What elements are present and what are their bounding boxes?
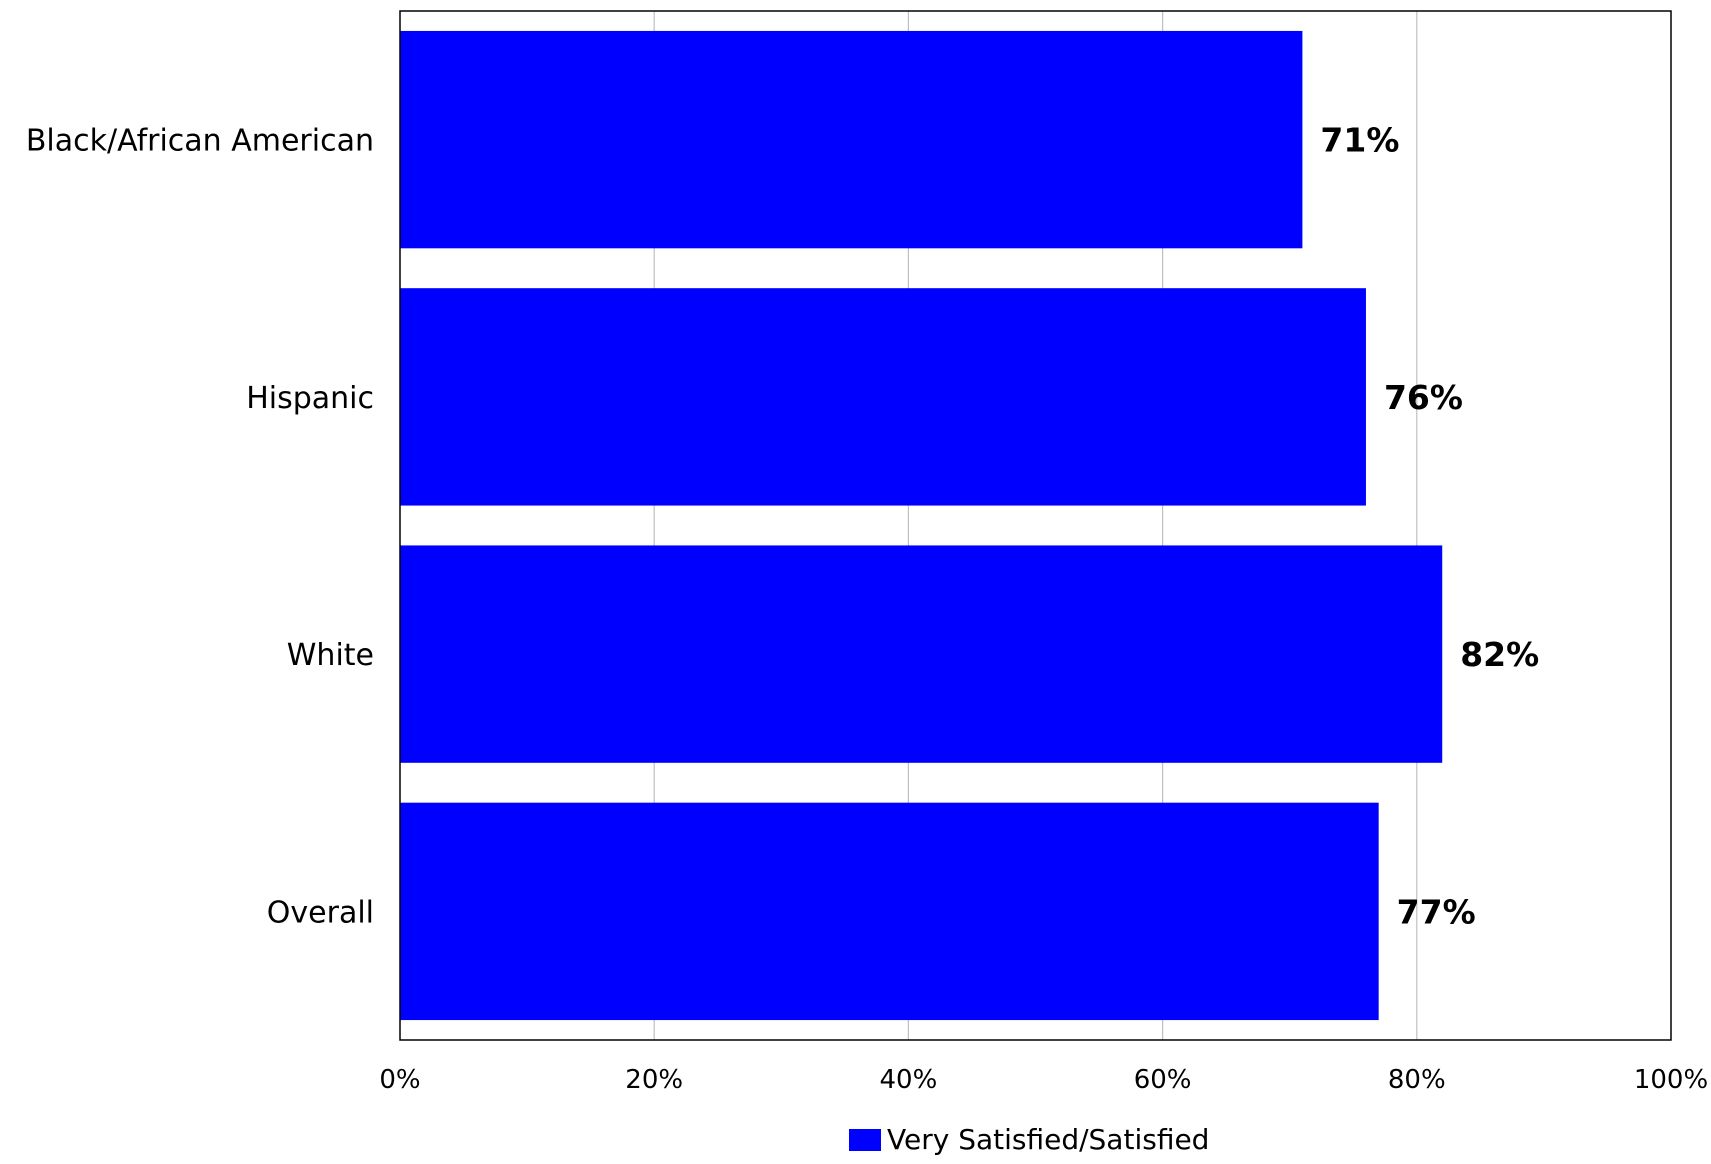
bar — [400, 802, 1379, 1021]
x-tick-label: 40% — [880, 1065, 938, 1095]
data-label: 77% — [1397, 892, 1476, 931]
bar — [400, 288, 1366, 506]
x-tick-label: 0% — [379, 1065, 420, 1095]
x-tick-label: 60% — [1134, 1065, 1192, 1095]
legend-label: Very Satisfied/Satisfied — [887, 1123, 1209, 1156]
data-label: 82% — [1460, 635, 1539, 674]
x-tick-label: 100% — [1634, 1065, 1708, 1095]
category-label: Hispanic — [246, 381, 374, 416]
bar — [400, 545, 1443, 763]
data-label: 76% — [1384, 378, 1463, 417]
data-label: 71% — [1320, 121, 1399, 160]
legend-swatch — [849, 1129, 881, 1151]
x-axis-tick-labels: 0% 20% 40% 60% 80% 100% — [379, 1065, 1708, 1095]
category-label: Black/African American — [26, 124, 374, 159]
legend: Very Satisfied/Satisfied — [849, 1123, 1209, 1156]
x-tick-label: 20% — [625, 1065, 683, 1095]
data-labels: 71% 76% 82% 77% — [1320, 121, 1539, 932]
bars — [400, 30, 1443, 1021]
x-tick-label: 80% — [1388, 1065, 1446, 1095]
category-label: White — [287, 638, 374, 673]
category-label: Overall — [267, 895, 374, 930]
category-labels: Black/African American Hispanic White Overa… — [26, 124, 374, 931]
plot-area-border — [399, 10, 1672, 1041]
bar — [400, 30, 1303, 249]
